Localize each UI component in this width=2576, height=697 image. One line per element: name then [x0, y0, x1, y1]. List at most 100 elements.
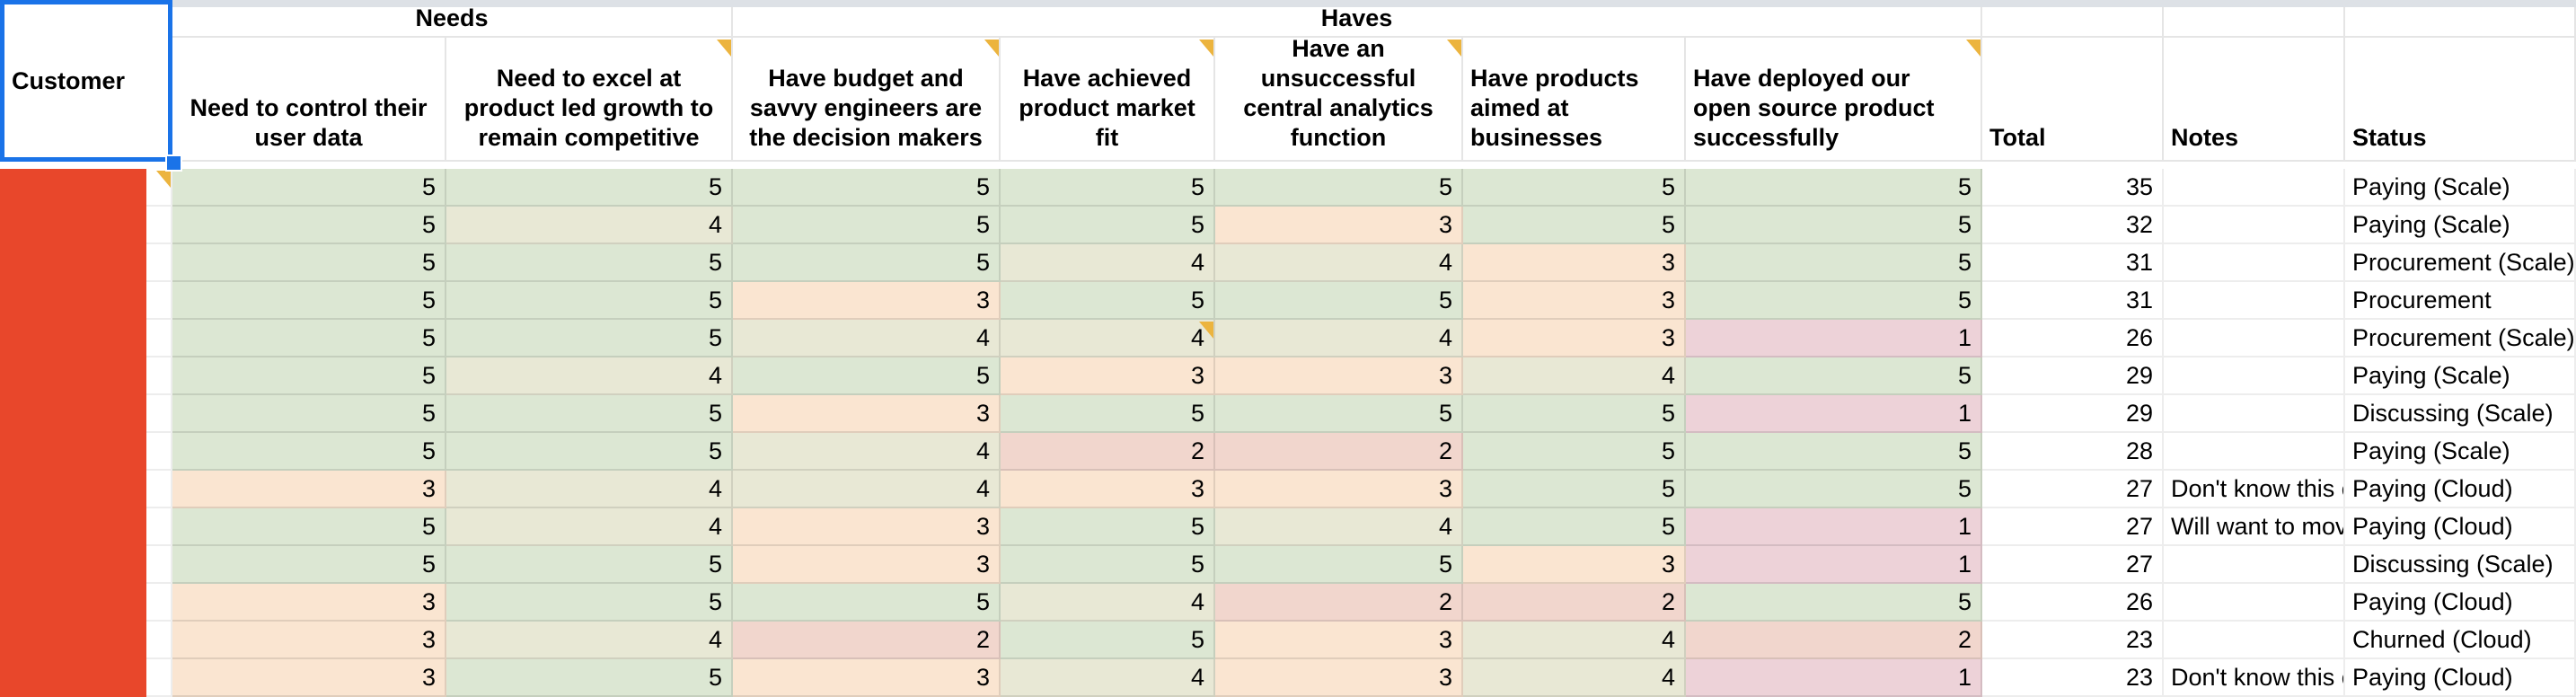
total-cell[interactable]: 27: [1982, 471, 2164, 508]
status-cell[interactable]: Procurement (Scale): [2345, 320, 2576, 357]
score-cell[interactable]: 3: [172, 471, 446, 508]
criteria-column-header-5[interactable]: Have an unsuccessful central analytics f…: [1215, 35, 1463, 162]
score-cell[interactable]: 4: [733, 471, 1001, 508]
score-cell[interactable]: 2: [1215, 584, 1463, 622]
score-cell[interactable]: 2: [1686, 622, 1982, 659]
score-cell[interactable]: 5: [1001, 546, 1215, 584]
total-cell[interactable]: 32: [1982, 207, 2164, 244]
score-cell[interactable]: 5: [1001, 622, 1215, 659]
score-cell[interactable]: 1: [1686, 395, 1982, 433]
criteria-column-header-6[interactable]: Have products aimed at businesses: [1463, 38, 1686, 162]
score-cell[interactable]: 2: [733, 622, 1001, 659]
score-cell[interactable]: 2: [1463, 584, 1686, 622]
score-cell[interactable]: 3: [1463, 320, 1686, 357]
score-cell[interactable]: 4: [1215, 244, 1463, 282]
total-cell[interactable]: 26: [1982, 320, 2164, 357]
status-cell[interactable]: Procurement: [2345, 282, 2576, 320]
score-cell[interactable]: 5: [1001, 169, 1215, 207]
score-cell[interactable]: 4: [446, 508, 733, 546]
total-cell[interactable]: 29: [1982, 395, 2164, 433]
score-cell[interactable]: 5: [733, 207, 1001, 244]
score-cell[interactable]: 5: [1215, 546, 1463, 584]
score-cell[interactable]: 5: [733, 357, 1001, 395]
total-cell[interactable]: 23: [1982, 659, 2164, 697]
score-cell[interactable]: 3: [172, 584, 446, 622]
total-cell[interactable]: 26: [1982, 584, 2164, 622]
status-cell[interactable]: Discussing (Scale): [2345, 395, 2576, 433]
score-cell[interactable]: 1: [1686, 659, 1982, 697]
criteria-column-header-2[interactable]: Need to excel at product led growth to r…: [446, 38, 733, 162]
score-cell[interactable]: 5: [1686, 357, 1982, 395]
score-cell[interactable]: 5: [446, 659, 733, 697]
status-cell[interactable]: Paying (Cloud): [2345, 584, 2576, 622]
score-cell[interactable]: 4: [733, 320, 1001, 357]
status-cell[interactable]: Paying (Scale): [2345, 433, 2576, 471]
score-cell[interactable]: 3: [733, 395, 1001, 433]
score-cell[interactable]: 3: [733, 659, 1001, 697]
note-cell[interactable]: [2164, 433, 2345, 471]
total-cell[interactable]: 35: [1982, 169, 2164, 207]
score-cell[interactable]: 4: [446, 471, 733, 508]
score-cell[interactable]: 3: [172, 622, 446, 659]
score-cell[interactable]: 4: [446, 622, 733, 659]
status-cell[interactable]: Discussing (Scale): [2345, 546, 2576, 584]
score-cell[interactable]: 4: [1463, 622, 1686, 659]
score-cell[interactable]: 1: [1686, 320, 1982, 357]
score-cell[interactable]: 5: [446, 584, 733, 622]
score-cell[interactable]: 5: [1215, 282, 1463, 320]
score-cell[interactable]: 4: [446, 207, 733, 244]
score-cell[interactable]: 3: [733, 508, 1001, 546]
score-cell[interactable]: 5: [733, 244, 1001, 282]
score-cell[interactable]: 5: [1215, 169, 1463, 207]
score-cell[interactable]: 5: [1686, 471, 1982, 508]
score-cell[interactable]: 5: [1686, 584, 1982, 622]
score-cell[interactable]: 5: [172, 395, 446, 433]
note-cell[interactable]: [2164, 207, 2345, 244]
note-cell[interactable]: [2164, 244, 2345, 282]
status-cell[interactable]: Paying (Cloud): [2345, 508, 2576, 546]
selection-fill-handle[interactable]: [165, 154, 182, 172]
score-cell[interactable]: 5: [446, 169, 733, 207]
score-cell[interactable]: 3: [1463, 244, 1686, 282]
score-cell[interactable]: 5: [446, 244, 733, 282]
score-cell[interactable]: 5: [1463, 207, 1686, 244]
status-cell[interactable]: Churned (Cloud): [2345, 622, 2576, 659]
total-cell[interactable]: 28: [1982, 433, 2164, 471]
score-cell[interactable]: 5: [1463, 395, 1686, 433]
score-cell[interactable]: 3: [1001, 357, 1215, 395]
total-cell[interactable]: 31: [1982, 244, 2164, 282]
score-cell[interactable]: 5: [1463, 169, 1686, 207]
score-cell[interactable]: 5: [1001, 508, 1215, 546]
score-cell[interactable]: 5: [172, 169, 446, 207]
score-cell[interactable]: 1: [1686, 508, 1982, 546]
score-cell[interactable]: 5: [1686, 282, 1982, 320]
note-cell[interactable]: [2164, 395, 2345, 433]
score-cell[interactable]: 4: [733, 433, 1001, 471]
score-cell[interactable]: 1: [1686, 546, 1982, 584]
score-cell[interactable]: 3: [1215, 207, 1463, 244]
criteria-column-header-7[interactable]: Have deployed our open source product su…: [1686, 38, 1982, 162]
score-cell[interactable]: 5: [446, 282, 733, 320]
score-cell[interactable]: 5: [1001, 282, 1215, 320]
score-cell[interactable]: 5: [172, 433, 446, 471]
score-cell[interactable]: 5: [1686, 207, 1982, 244]
score-cell[interactable]: 4: [1463, 659, 1686, 697]
criteria-column-header-1[interactable]: Need to control their user data: [172, 38, 446, 162]
score-cell[interactable]: 2: [1215, 433, 1463, 471]
score-cell[interactable]: 3: [1215, 357, 1463, 395]
score-cell[interactable]: 4: [446, 357, 733, 395]
score-cell[interactable]: 5: [172, 320, 446, 357]
score-cell[interactable]: 4: [1001, 659, 1215, 697]
score-cell[interactable]: 4: [1001, 244, 1215, 282]
score-cell[interactable]: 5: [172, 282, 446, 320]
score-cell[interactable]: 4: [1001, 320, 1215, 357]
score-cell[interactable]: 5: [446, 320, 733, 357]
score-cell[interactable]: 5: [1686, 244, 1982, 282]
score-cell[interactable]: 5: [733, 169, 1001, 207]
score-cell[interactable]: 5: [1001, 395, 1215, 433]
status-cell[interactable]: Paying (Scale): [2345, 169, 2576, 207]
status-cell[interactable]: Paying (Scale): [2345, 207, 2576, 244]
note-cell[interactable]: Don't know this c: [2164, 659, 2345, 697]
note-cell[interactable]: [2164, 357, 2345, 395]
score-cell[interactable]: 5: [1463, 433, 1686, 471]
